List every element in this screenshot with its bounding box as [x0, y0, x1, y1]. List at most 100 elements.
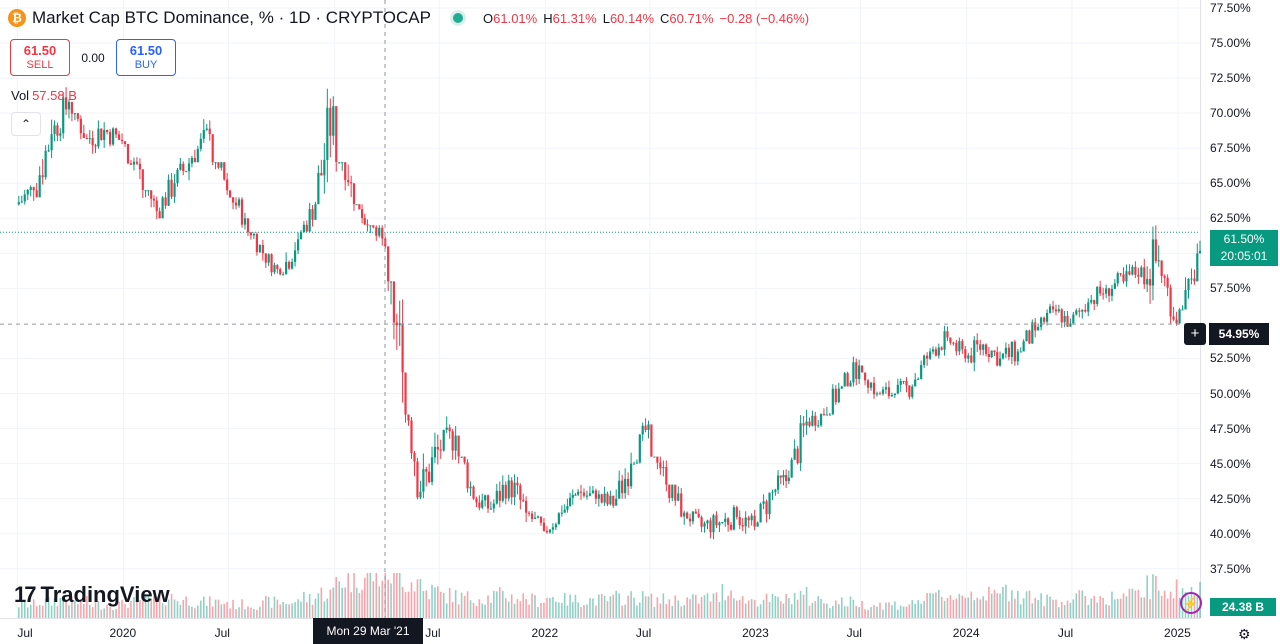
volume-bar	[733, 598, 735, 618]
crosshair-price-label: 54.95%	[1209, 323, 1269, 345]
x-tick-label: Jul	[1057, 626, 1074, 640]
volume-bar	[1146, 575, 1148, 618]
candle-body	[958, 341, 961, 352]
candle-body	[358, 204, 361, 210]
candle-body	[735, 507, 738, 517]
candle-body	[738, 516, 741, 526]
y-tick-label: 42.50%	[1210, 491, 1251, 506]
volume-bar	[1084, 596, 1087, 618]
volume-bar	[133, 597, 135, 618]
volume-bar	[932, 593, 934, 618]
candle-body	[73, 113, 76, 115]
gear-icon[interactable]: ⚙	[1238, 626, 1251, 642]
volume-bar	[439, 591, 442, 618]
candle-body	[551, 527, 555, 530]
volume-bar	[50, 605, 53, 618]
volume-bar	[561, 602, 563, 618]
candle-body	[814, 415, 817, 426]
volume-bar	[434, 587, 436, 618]
tradingview-logo[interactable]: 17 TradingView	[14, 582, 170, 607]
chevron-up-icon[interactable]: ⌃	[11, 112, 41, 136]
market-status-icon[interactable]	[453, 13, 463, 23]
candle-body	[76, 113, 79, 119]
candle-body	[1072, 314, 1075, 324]
volume-bar	[425, 590, 428, 618]
x-tick-label: Jul	[635, 626, 652, 640]
volume-bar	[706, 593, 709, 618]
volume-bar	[612, 594, 615, 618]
volume-bar	[375, 573, 378, 618]
candle-body	[566, 506, 569, 510]
crosshair-date-label: Mon 29 Mar '21	[313, 618, 423, 644]
candle-body	[831, 388, 834, 415]
volume-bar	[864, 609, 866, 618]
candle-body	[59, 133, 62, 136]
volume-bar	[499, 587, 501, 618]
buy-button[interactable]: 61.50 BUY	[116, 39, 176, 76]
volume-bar	[677, 600, 680, 618]
volume-bar	[1025, 591, 1028, 618]
candle-body	[691, 511, 695, 522]
candle-body	[56, 125, 59, 136]
volume-bar	[285, 604, 287, 618]
volume-bar	[205, 605, 208, 618]
volume-bar	[448, 587, 451, 618]
symbol-title[interactable]: Market Cap BTC Dominance, % · 1D · CRYPT…	[32, 8, 431, 27]
candle-body	[1025, 330, 1028, 342]
candle-body	[1042, 317, 1046, 322]
volume-bar	[914, 603, 916, 618]
volume-bar	[185, 596, 187, 618]
volume-bar	[727, 595, 729, 618]
volume-bar	[1019, 604, 1022, 618]
volume-bar	[176, 601, 179, 618]
candle-body	[665, 467, 668, 485]
sell-button[interactable]: 61.50 SELL	[10, 39, 70, 76]
candle-body	[381, 227, 384, 239]
volume-bar	[341, 587, 344, 618]
plus-icon[interactable]: +	[1184, 323, 1206, 345]
volume-bar	[387, 579, 389, 618]
volume-bar	[793, 592, 796, 618]
volume-bar	[563, 592, 566, 618]
volume-bar	[250, 607, 252, 618]
candle-body	[697, 513, 700, 518]
volume-bar	[442, 593, 445, 618]
candle-body	[597, 494, 600, 499]
candle-body	[1019, 351, 1022, 353]
volume-bar	[38, 605, 41, 618]
candle-body	[240, 199, 244, 225]
volume-bar	[618, 593, 620, 618]
candle-body	[234, 202, 238, 206]
candle-body	[715, 515, 718, 526]
volume-bar	[407, 591, 410, 618]
volume-bar	[71, 596, 73, 618]
volume-bar	[179, 604, 182, 618]
candle-body	[776, 475, 780, 490]
volume-bar	[600, 593, 603, 618]
volume-bar	[911, 600, 914, 618]
volume-bar	[487, 595, 489, 618]
candle-body	[314, 204, 317, 220]
candle-body	[822, 414, 826, 416]
candle-body	[1146, 279, 1149, 285]
candle-body	[987, 353, 990, 358]
candle-body	[638, 434, 641, 463]
volume-bar	[838, 604, 840, 618]
candle-body	[199, 138, 202, 149]
volume-bar	[1166, 598, 1169, 618]
candle-body	[187, 163, 191, 172]
bolt-icon[interactable]: ⚡	[1180, 592, 1202, 614]
candle-body	[982, 344, 985, 350]
candle-body	[774, 489, 777, 492]
volume-bar	[267, 597, 270, 618]
candle-body	[82, 133, 85, 139]
candle-body	[1157, 260, 1160, 262]
candle-body	[296, 239, 300, 251]
candle-body	[955, 342, 958, 352]
candle-body	[594, 490, 598, 499]
candle-body	[574, 494, 577, 496]
x-tick-label: Jul	[214, 626, 230, 640]
volume-bar	[858, 607, 860, 618]
candle-body	[1175, 319, 1178, 324]
